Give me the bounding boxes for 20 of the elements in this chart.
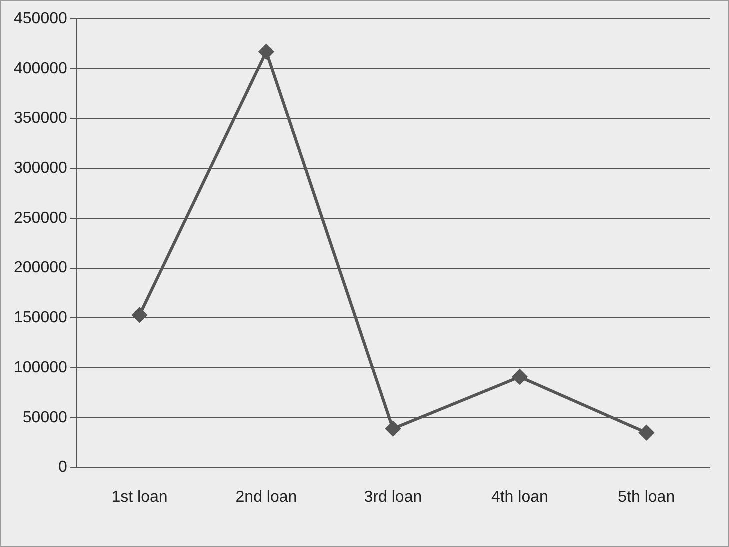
y-tick-label: 350000 (14, 110, 68, 128)
point (258, 44, 274, 60)
y-tick-label: 400000 (14, 60, 68, 78)
point (639, 425, 654, 440)
y-tick-label: 50000 (22, 409, 68, 426)
x-tick-label: 5th loan (618, 488, 676, 506)
y-tick-label: 200000 (14, 260, 68, 277)
y-tick-label: 300000 (14, 160, 68, 178)
y-tick-label: 250000 (14, 210, 68, 227)
y-tick-label: 450000 (14, 10, 68, 28)
y-tick-label: 100000 (14, 359, 68, 376)
point (132, 308, 148, 323)
y-tick-label: 0 (58, 459, 68, 476)
x-tick-label: 1st loan (112, 488, 168, 506)
point (512, 370, 528, 385)
x-tick-label: 4th loan (491, 488, 548, 506)
point (386, 421, 401, 436)
x-tick-label: 3rd loan (364, 488, 422, 506)
x-tick-label: 2nd loan (236, 488, 298, 506)
y-tick-label: 150000 (14, 310, 68, 327)
